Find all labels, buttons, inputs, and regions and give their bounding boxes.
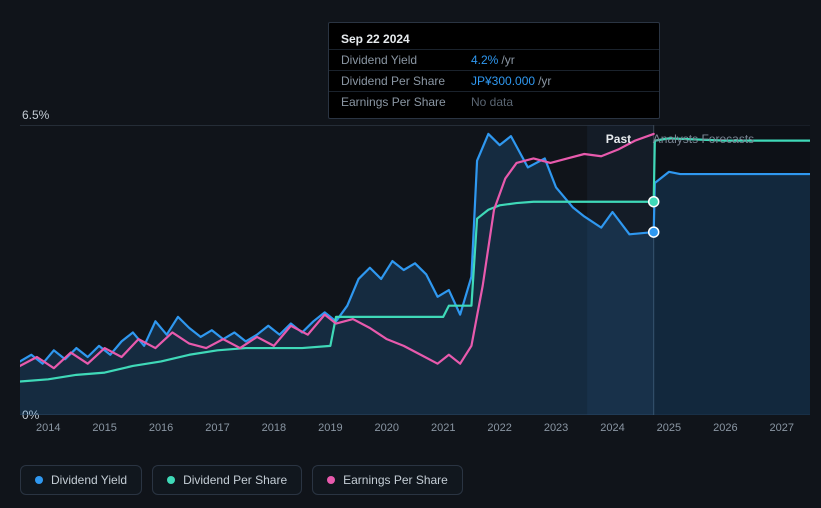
x-axis: 2014 2015 2016 2017 2018 2019 2020 2021 2022 2023… (20, 422, 810, 442)
legend-item-earnings-per-share[interactable]: Earnings Per Share (312, 465, 463, 495)
x-tick: 2015 (92, 422, 116, 434)
region-label-past: Past (606, 132, 631, 146)
legend-dot-icon (327, 476, 335, 484)
x-tick: 2020 (375, 422, 399, 434)
legend-dot-icon (167, 476, 175, 484)
x-tick: 2023 (544, 422, 568, 434)
tooltip-key: Dividend Yield (341, 53, 471, 67)
chart-tooltip: Sep 22 2024 Dividend Yield4.2%/yrDividen… (328, 22, 660, 119)
x-tick: 2018 (262, 422, 286, 434)
legend-label: Earnings Per Share (343, 473, 448, 487)
tooltip-nodata: No data (471, 95, 513, 109)
tooltip-row: Dividend Yield4.2%/yr (329, 50, 659, 71)
tooltip-value: 4.2% (471, 53, 498, 67)
x-tick: 2027 (770, 422, 794, 434)
x-tick: 2017 (205, 422, 229, 434)
x-tick: 2025 (657, 422, 681, 434)
legend-dot-icon (35, 476, 43, 484)
tooltip-row: Earnings Per ShareNo data (329, 92, 659, 112)
tooltip-unit: /yr (501, 53, 514, 67)
tooltip-unit: /yr (538, 74, 551, 88)
y-axis-max-label: 6.5% (22, 108, 49, 122)
tooltip-key: Earnings Per Share (341, 95, 471, 109)
tooltip-value: JP¥300.000 (471, 74, 535, 88)
x-tick: 2016 (149, 422, 173, 434)
chart-plot[interactable] (20, 125, 810, 415)
x-tick: 2026 (713, 422, 737, 434)
tooltip-row: Dividend Per ShareJP¥300.000/yr (329, 71, 659, 92)
legend-label: Dividend Yield (51, 473, 127, 487)
tooltip-date: Sep 22 2024 (329, 29, 659, 50)
legend: Dividend Yield Dividend Per Share Earnings… (20, 465, 463, 495)
tooltip-key: Dividend Per Share (341, 74, 471, 88)
x-tick: 2021 (431, 422, 455, 434)
legend-item-dividend-yield[interactable]: Dividend Yield (20, 465, 142, 495)
region-label-forecast: Analysts Forecasts (653, 132, 754, 146)
x-tick: 2024 (600, 422, 624, 434)
legend-item-dividend-per-share[interactable]: Dividend Per Share (152, 465, 302, 495)
chart-container: 6.5% 0% Past Analysts Forecasts 20142015… (0, 0, 821, 508)
x-tick: 2014 (36, 422, 60, 434)
x-tick: 2019 (318, 422, 342, 434)
legend-label: Dividend Per Share (183, 473, 287, 487)
x-tick: 2022 (487, 422, 511, 434)
